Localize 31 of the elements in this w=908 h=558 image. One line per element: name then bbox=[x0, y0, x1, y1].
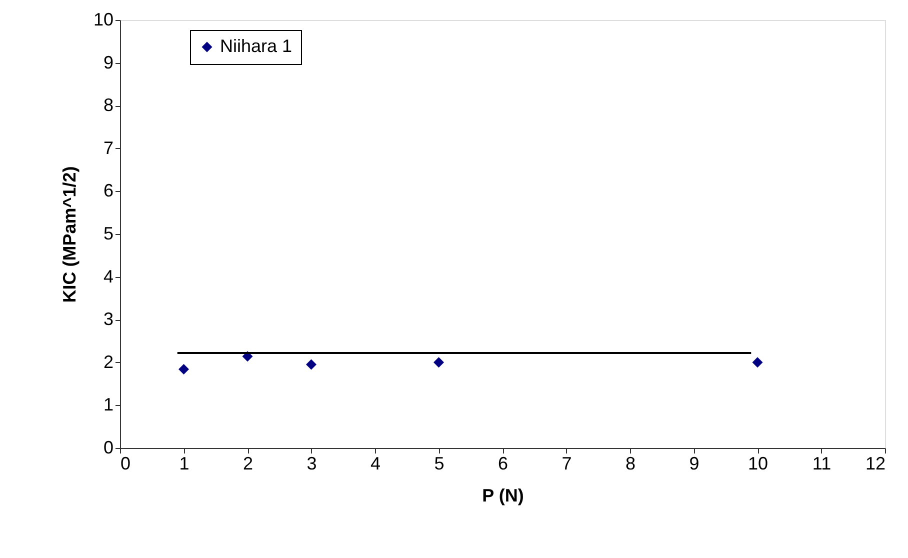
y-tick-label: 4 bbox=[103, 266, 114, 286]
point bbox=[434, 357, 444, 368]
y-tick-label: 9 bbox=[103, 52, 114, 72]
y-tick-label: 6 bbox=[103, 180, 114, 201]
y-tick-label: 5 bbox=[103, 224, 114, 244]
point bbox=[306, 359, 316, 370]
x-tick-label: 4 bbox=[370, 454, 381, 474]
x-tick-label: 7 bbox=[562, 454, 572, 474]
y-tick-label: 1 bbox=[103, 394, 114, 415]
x-tick-label: 0 bbox=[120, 454, 131, 474]
y-tick-label: 3 bbox=[103, 309, 114, 330]
x-tick-label: 6 bbox=[498, 454, 508, 474]
x-tick-label: 2 bbox=[242, 454, 254, 474]
y-tick-label: 8 bbox=[103, 95, 114, 116]
y-tick-label: 7 bbox=[103, 138, 114, 158]
point bbox=[752, 357, 763, 368]
y-tick-label: 10 bbox=[93, 10, 114, 30]
point bbox=[178, 364, 189, 374]
y-tick-label: 2 bbox=[103, 352, 114, 372]
x-axis-title: P (N) bbox=[482, 486, 524, 506]
x-tick-label: 9 bbox=[689, 454, 700, 474]
x-tick-label: 3 bbox=[306, 454, 317, 474]
x-tick-label: 10 bbox=[748, 454, 768, 474]
x-tick-label: 11 bbox=[812, 454, 832, 474]
x-tick-label: 8 bbox=[625, 454, 636, 474]
legend-label: Niihara 1 bbox=[220, 36, 292, 56]
x-tick-label: 12 bbox=[865, 454, 886, 474]
y-axis-title: KIC (MPam^1/2) bbox=[59, 166, 80, 303]
y-tick-label: 0 bbox=[103, 438, 114, 458]
x-tick-label: 1 bbox=[179, 454, 190, 474]
x-tick-label: 5 bbox=[434, 454, 444, 474]
